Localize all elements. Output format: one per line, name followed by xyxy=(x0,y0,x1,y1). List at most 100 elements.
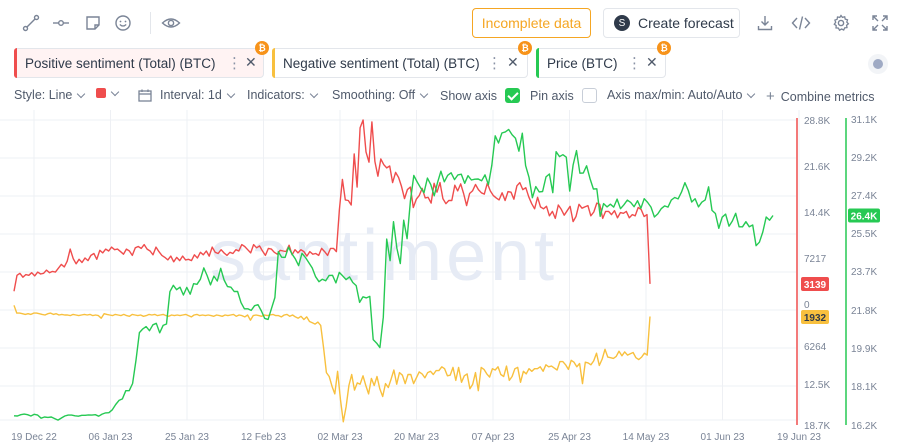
close-icon[interactable]: ✕ xyxy=(507,54,519,70)
negative-current-badge-bg xyxy=(801,310,829,324)
emoji-tool-icon[interactable] xyxy=(112,12,134,34)
style-label: Style: Line xyxy=(14,88,73,102)
metric-color-bar xyxy=(14,48,17,78)
show-axis-toggle[interactable]: Show axis xyxy=(440,88,520,103)
price-axis-tick-label: 18.1K xyxy=(851,382,877,393)
chart-grid xyxy=(0,110,800,421)
create-forecast-label: Create forecast xyxy=(638,15,734,31)
sentiment-axis-tick-label: 18.7K xyxy=(804,421,830,432)
price-current-badge-bg xyxy=(848,208,880,223)
close-icon[interactable]: ✕ xyxy=(245,54,257,70)
line-tool-icon[interactable] xyxy=(20,12,42,34)
x-tick-label: 19 Jun 23 xyxy=(777,432,821,443)
price-line xyxy=(13,128,774,421)
chevron-down-icon xyxy=(747,89,756,98)
price-axis-tick-label: 31.1K xyxy=(851,115,877,126)
fullscreen-icon[interactable] xyxy=(869,12,891,34)
chart-axes: 19 Dec 22 06 Jan 23 25 Jan 23 12 Feb 23 02 M… xyxy=(11,115,880,443)
pin-axis-label: Pin axis xyxy=(530,88,574,103)
chevron-down-icon xyxy=(110,87,120,96)
bitcoin-icon: ₿ xyxy=(255,41,269,55)
smoothing-label: Smoothing: Off xyxy=(332,88,416,102)
chart-area[interactable]: santiment 19 Dec 22 06 Jan 23 25 Jan 23 12 … xyxy=(0,110,900,445)
bitcoin-icon: ₿ xyxy=(657,41,671,55)
interval-label: Interval: 1d xyxy=(160,88,222,102)
metric-label: Price (BTC) xyxy=(547,56,618,71)
x-tick-label: 25 Apr 23 xyxy=(548,432,591,443)
embed-code-icon[interactable] xyxy=(790,12,812,34)
price-axis-tick-label: 29.2K xyxy=(851,153,877,164)
x-tick-label: 12 Feb 23 xyxy=(241,432,286,443)
price-axis-tick-label: 27.4K xyxy=(851,191,877,202)
plus-icon: + xyxy=(766,88,775,105)
toolbar-divider xyxy=(150,12,151,34)
chevron-down-icon xyxy=(77,89,86,98)
combine-metrics-button[interactable]: + Combine metrics xyxy=(766,88,875,105)
x-tick-label: 07 Apr 23 xyxy=(472,432,515,443)
chevron-down-icon xyxy=(226,89,236,98)
note-tool-icon[interactable] xyxy=(82,12,104,34)
x-tick-label: 25 Jan 23 xyxy=(165,432,209,443)
create-forecast-button[interactable]: S Create forecast xyxy=(603,8,740,38)
eye-icon[interactable] xyxy=(160,12,182,34)
price-axis-tick-label: 25.5K xyxy=(851,229,877,240)
pin-axis-toggle[interactable]: Pin axis xyxy=(530,88,597,103)
negative-sentiment-line xyxy=(13,305,651,423)
positive-current-badge-bg xyxy=(801,276,829,291)
positive-sentiment-line xyxy=(13,119,651,292)
sentiment-axis-tick-label: 0 xyxy=(804,300,810,311)
chevron-down-icon xyxy=(419,89,429,98)
sentiment-axis-tick-label: 21.6K xyxy=(804,162,830,173)
style-select[interactable]: Style: Line xyxy=(14,88,86,102)
forecast-logo-icon: S xyxy=(614,15,630,31)
horizontal-line-tool-icon[interactable] xyxy=(50,12,72,34)
metric-chip-positive-sentiment[interactable]: Positive sentiment (Total) (BTC) ⋮ ✕ ₿ xyxy=(14,41,269,78)
price-axis-tick-label: 23.7K xyxy=(851,267,877,278)
checkbox-checked-icon[interactable] xyxy=(504,88,520,103)
chevron-down-icon xyxy=(309,89,318,98)
show-axis-label: Show axis xyxy=(440,88,497,103)
price-current-badge: 26.4K xyxy=(848,208,880,223)
negative-current-badge: 1932 xyxy=(801,310,829,324)
metric-color-bar xyxy=(272,48,275,78)
more-options-icon[interactable]: ⋮ xyxy=(227,55,242,72)
incomplete-data-button[interactable]: Incomplete data xyxy=(472,8,591,38)
metric-label: Positive sentiment (Total) (BTC) xyxy=(25,56,216,71)
calendar-icon xyxy=(138,89,152,102)
axis-maxmin-label: Axis max/min: Auto/Auto xyxy=(607,88,743,102)
sentiment-axis-tick-label: 12.5K xyxy=(804,380,830,391)
sentiment-axis-tick-label: 6264 xyxy=(804,342,827,353)
positive-current-badge-text: 3139 xyxy=(804,280,827,291)
smoothing-select[interactable]: Smoothing: Off xyxy=(332,88,429,102)
price-axis-tick-label: 21.8K xyxy=(851,306,877,317)
positive-current-badge: 3139 xyxy=(801,276,829,291)
axis-maxmin-select[interactable]: Axis max/min: Auto/Auto xyxy=(607,88,756,102)
interval-select[interactable]: Interval: 1d xyxy=(138,88,236,102)
sentiment-axis-tick-label: 7217 xyxy=(804,254,827,265)
download-icon[interactable] xyxy=(754,12,776,34)
gear-icon[interactable] xyxy=(830,12,852,34)
sentiment-axis-tick-label: 28.8K xyxy=(804,116,830,127)
checkbox-unchecked-icon[interactable] xyxy=(581,88,597,103)
bitcoin-icon: ₿ xyxy=(518,41,532,55)
sentiment-axis-tick-label: 14.4K xyxy=(804,208,830,219)
santiment-watermark: santiment xyxy=(210,216,558,296)
x-tick-label: 20 Mar 23 xyxy=(394,432,439,443)
chart-series xyxy=(13,119,774,423)
record-toggle[interactable] xyxy=(868,54,888,74)
metric-chip-negative-sentiment[interactable]: Negative sentiment (Total) (BTC) ⋮ ✕ ₿ xyxy=(272,41,532,78)
close-icon[interactable]: ✕ xyxy=(646,54,658,70)
price-axis-tick-label: 19.9K xyxy=(851,344,877,355)
color-select[interactable] xyxy=(96,87,120,98)
x-tick-label: 14 May 23 xyxy=(623,432,670,443)
more-options-icon[interactable]: ⋮ xyxy=(487,55,502,72)
negative-current-badge-text: 1932 xyxy=(804,313,827,324)
metric-color-bar xyxy=(536,48,539,78)
x-tick-label: 06 Jan 23 xyxy=(89,432,133,443)
indicators-select[interactable]: Indicators: xyxy=(247,88,318,102)
metric-chip-price[interactable]: Price (BTC) ⋮ ✕ ₿ xyxy=(536,41,671,78)
more-options-icon[interactable]: ⋮ xyxy=(627,55,642,72)
x-tick-label: 01 Jun 23 xyxy=(701,432,745,443)
x-tick-label: 02 Mar 23 xyxy=(317,432,362,443)
color-swatch xyxy=(96,88,106,98)
